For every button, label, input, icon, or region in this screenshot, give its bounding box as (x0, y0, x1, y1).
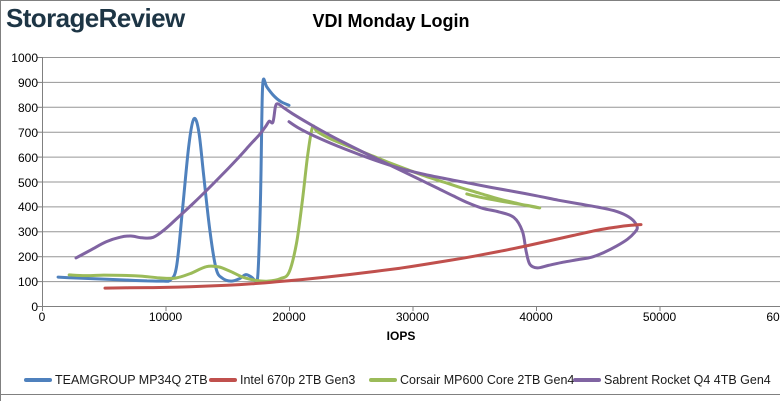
y-tick-label: 0 (31, 300, 38, 314)
x-tick-label: 40000 (519, 310, 553, 324)
y-tick-label: 900 (17, 75, 38, 90)
legend-label: Corsair MP600 Core 2TB Gen4 (400, 373, 575, 387)
bottom-divider (1, 394, 780, 395)
legend-item-intel-670p-2tb-gen3: Intel 670p 2TB Gen3 (209, 372, 355, 388)
y-tick-label: 400 (17, 200, 38, 215)
chart-legend: TEAMGROUP MP34Q 2TB Intel 670p 2TB Gen3 Co… (1, 372, 780, 388)
legend-swatch (24, 378, 52, 382)
x-tick-label: 20000 (272, 310, 306, 324)
y-tick-label: 500 (17, 175, 38, 190)
legend-label: Intel 670p 2TB Gen3 (240, 373, 356, 387)
y-tick-label: 300 (17, 225, 38, 240)
legend-label: TEAMGROUP MP34Q 2TB (55, 373, 208, 387)
legend-swatch (209, 378, 237, 382)
legend-swatch (573, 378, 601, 382)
legend-label: Sabrent Rocket Q4 4TB Gen4 (604, 373, 771, 387)
storagereview-logo: StorageReview (6, 3, 185, 33)
series-line-sabrent-rocket-q4-4tb-gen4 (74, 102, 639, 270)
x-axis-title: IOPS (386, 329, 416, 343)
y-tick-label: 200 (17, 250, 38, 265)
x-tick-label: 60000 (766, 310, 780, 324)
series-line-intel-670p-2tb-gen3 (103, 223, 643, 290)
y-tick-label: 700 (17, 125, 38, 140)
chart-title: VDI Monday Login (312, 11, 470, 31)
x-tick-label: 50000 (642, 310, 677, 324)
legend-swatch (369, 378, 397, 382)
y-tick-label: 100 (17, 275, 38, 290)
x-tick-label: 0 (38, 310, 46, 324)
y-tick-label: 600 (17, 150, 38, 165)
x-tick-label: 10000 (148, 310, 183, 324)
legend-item-sabrent-rocket-q4-4tb-gen4: Sabrent Rocket Q4 4TB Gen4 (573, 372, 771, 388)
legend-item-teamgroup-mp34q-2tb: TEAMGROUP MP34Q 2TB (24, 372, 208, 388)
y-tick-label: 1000 (11, 51, 38, 65)
legend-item-corsair-mp600-core-2tb-gen4: Corsair MP600 Core 2TB Gen4 (369, 372, 574, 388)
y-tick-label: 800 (17, 100, 38, 115)
x-tick-label: 30000 (395, 310, 430, 324)
series-line-teamgroup-mp34q-2tb (56, 77, 291, 283)
